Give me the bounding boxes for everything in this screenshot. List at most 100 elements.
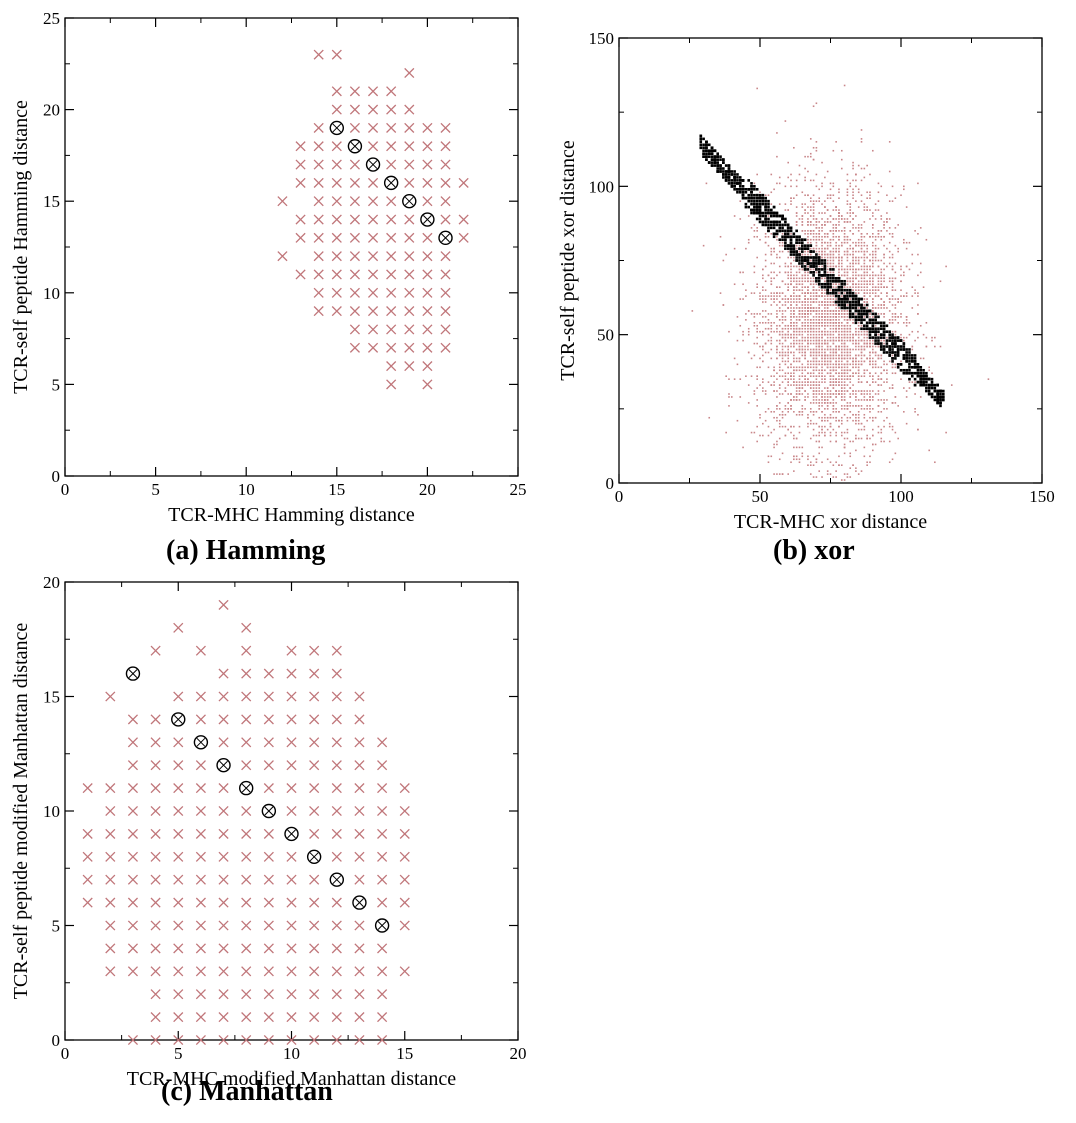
xor-point	[843, 342, 846, 345]
xor-point	[795, 384, 798, 386]
xor-band-point	[930, 383, 934, 387]
xor-point	[919, 357, 922, 360]
xor-band-point	[896, 348, 900, 351]
xor-point	[857, 280, 860, 283]
xor-point	[815, 283, 818, 286]
cross-point	[386, 361, 397, 372]
xor-point	[762, 378, 764, 380]
xor-point	[809, 241, 812, 244]
xor-point	[801, 301, 804, 303]
xor-point	[863, 455, 866, 458]
xor-point	[832, 348, 835, 351]
xor-band-point	[930, 380, 934, 384]
xor-point	[894, 402, 897, 404]
xor-band-point	[925, 386, 928, 390]
cross-point	[367, 122, 379, 133]
xor-point	[770, 253, 773, 256]
xor-point	[702, 244, 705, 247]
xor-point	[905, 336, 908, 339]
xor-point	[852, 256, 854, 259]
xor-point	[804, 322, 806, 324]
xor-point	[764, 390, 767, 392]
xor-point	[773, 375, 775, 377]
cross-point	[349, 177, 360, 188]
xor-point	[857, 268, 860, 271]
xor-point	[843, 330, 846, 333]
xor-point	[857, 206, 860, 208]
xor-point	[784, 301, 787, 303]
xor-point	[798, 381, 801, 383]
xor-point	[869, 265, 871, 268]
xor-point	[840, 342, 843, 345]
xor-point	[849, 351, 852, 354]
xor-point	[857, 292, 860, 294]
xor-point	[787, 271, 789, 274]
cross-point	[367, 342, 379, 353]
xor-point	[883, 253, 885, 256]
xor-point	[818, 452, 821, 455]
xor-band-point	[908, 371, 911, 375]
xor-point	[745, 313, 747, 315]
xor-point	[795, 396, 798, 398]
xor-point	[917, 330, 919, 333]
xor-point	[801, 283, 804, 286]
xor-point	[860, 390, 863, 392]
xor-point	[804, 307, 806, 309]
xor-point	[818, 319, 821, 321]
xor-point	[801, 375, 804, 377]
xor-band-point	[851, 306, 855, 310]
xor-point	[852, 360, 854, 363]
xor-point	[784, 425, 787, 428]
xor-point	[883, 262, 885, 265]
xor-band-point	[829, 282, 832, 286]
xor-point	[863, 256, 866, 259]
xor-point	[846, 360, 849, 363]
xor-point	[818, 405, 821, 407]
xor-point	[866, 256, 868, 259]
cross-point	[313, 232, 324, 243]
xor-point	[801, 381, 804, 383]
xor-point	[781, 233, 784, 235]
cross-point	[440, 342, 451, 353]
xor-point	[852, 375, 854, 377]
xor-point	[787, 250, 789, 253]
xor-point	[869, 289, 871, 291]
x-tick-label: 25	[510, 480, 527, 499]
xor-point	[835, 327, 837, 330]
xor-band-point	[863, 324, 866, 328]
xor-point	[826, 408, 829, 410]
xor-point	[869, 283, 871, 286]
xor-point	[764, 235, 767, 238]
cross-point	[422, 269, 433, 280]
xor-point	[857, 322, 860, 324]
xor-point	[863, 304, 866, 306]
xor-point	[824, 176, 826, 179]
xor-point	[773, 428, 775, 431]
xor-point	[840, 274, 843, 277]
xor-point	[798, 393, 801, 395]
xor-point	[857, 413, 860, 416]
xor-point	[776, 298, 778, 300]
xor-point	[860, 437, 863, 440]
xor-point	[928, 369, 930, 372]
xor-point	[815, 218, 818, 220]
xor-point	[826, 419, 829, 422]
xor-point	[832, 333, 835, 336]
xor-point	[843, 384, 846, 386]
xor-point	[829, 316, 832, 318]
xor-point	[798, 265, 801, 268]
xor-band-point	[733, 179, 736, 182]
xor-point	[812, 342, 815, 345]
xor-point	[880, 298, 883, 300]
xor-point	[790, 327, 792, 330]
cross-point	[404, 251, 415, 262]
xor-point	[770, 411, 773, 413]
xor-point	[838, 339, 840, 342]
xor-point	[815, 458, 818, 461]
xor-point	[767, 244, 770, 247]
xor-point	[818, 295, 821, 297]
xor-point	[815, 360, 818, 363]
xor-point	[911, 295, 914, 297]
xor-point	[869, 372, 871, 375]
xor-point	[869, 259, 871, 262]
